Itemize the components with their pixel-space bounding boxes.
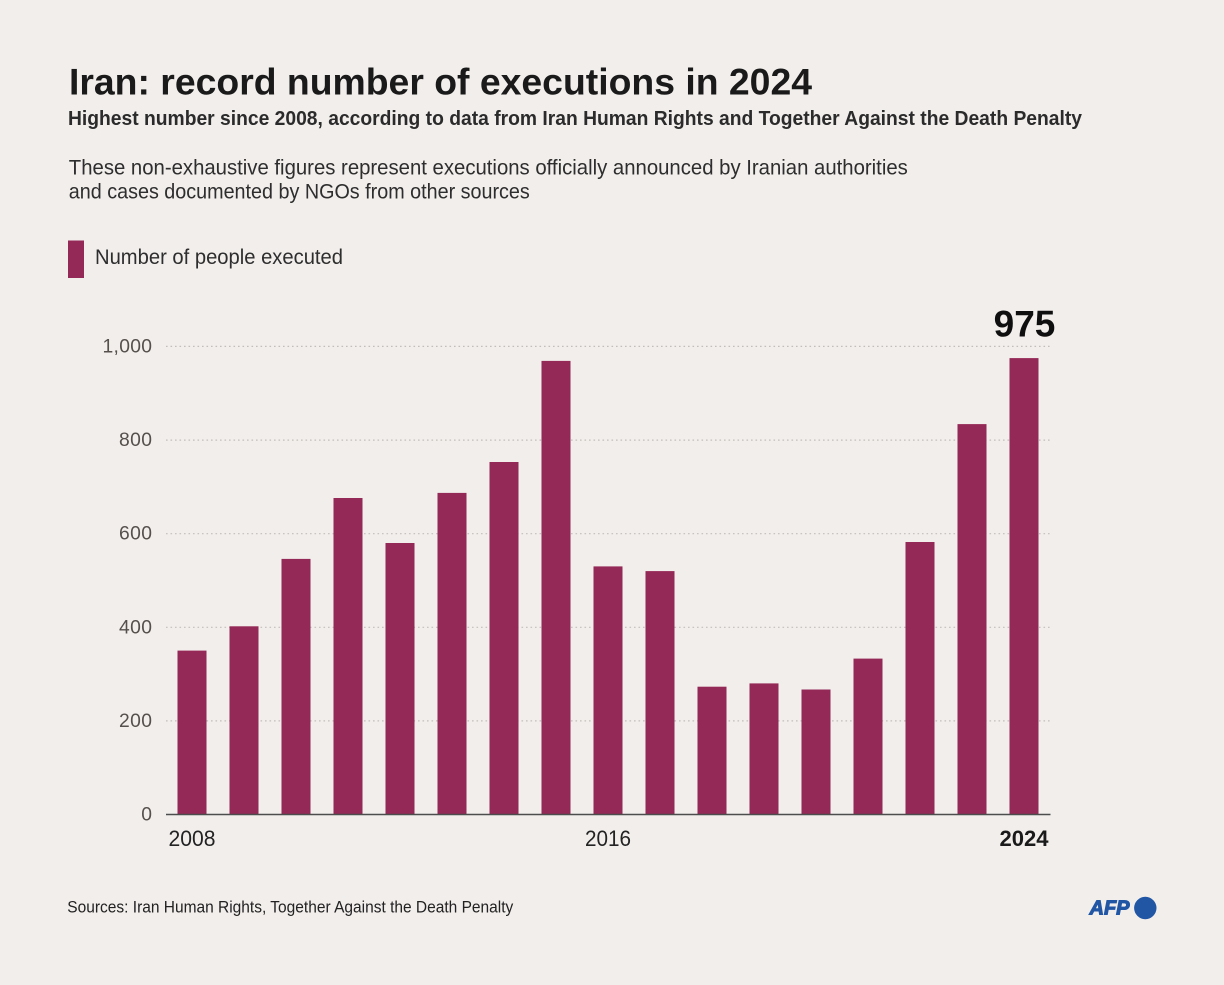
- svg-text:0: 0: [141, 805, 152, 826]
- svg-text:1,000: 1,000: [103, 336, 153, 357]
- svg-text:200: 200: [119, 711, 152, 732]
- svg-text:and cases documented by NGOs f: and cases documented by NGOs from other …: [69, 181, 530, 204]
- svg-text:400: 400: [119, 617, 152, 638]
- svg-text:975: 975: [994, 304, 1056, 345]
- svg-text:Iran: record number of executi: Iran: record number of executions in 202…: [69, 61, 812, 103]
- svg-text:2024: 2024: [1000, 826, 1049, 851]
- svg-text:Number of people executed: Number of people executed: [95, 245, 343, 269]
- svg-text:600: 600: [119, 524, 152, 545]
- svg-text:2016: 2016: [585, 826, 631, 851]
- svg-text:2008: 2008: [169, 826, 216, 851]
- svg-text:800: 800: [119, 430, 152, 451]
- svg-text:These non-exhaustive figures r: These non-exhaustive figures represent e…: [69, 156, 908, 179]
- svg-text:Highest number since 2008, acc: Highest number since 2008, according to …: [68, 107, 1083, 130]
- svg-text:AFP: AFP: [1089, 898, 1131, 920]
- svg-text:Sources: Iran Human Rights, To: Sources: Iran Human Rights, Together Aga…: [67, 899, 514, 917]
